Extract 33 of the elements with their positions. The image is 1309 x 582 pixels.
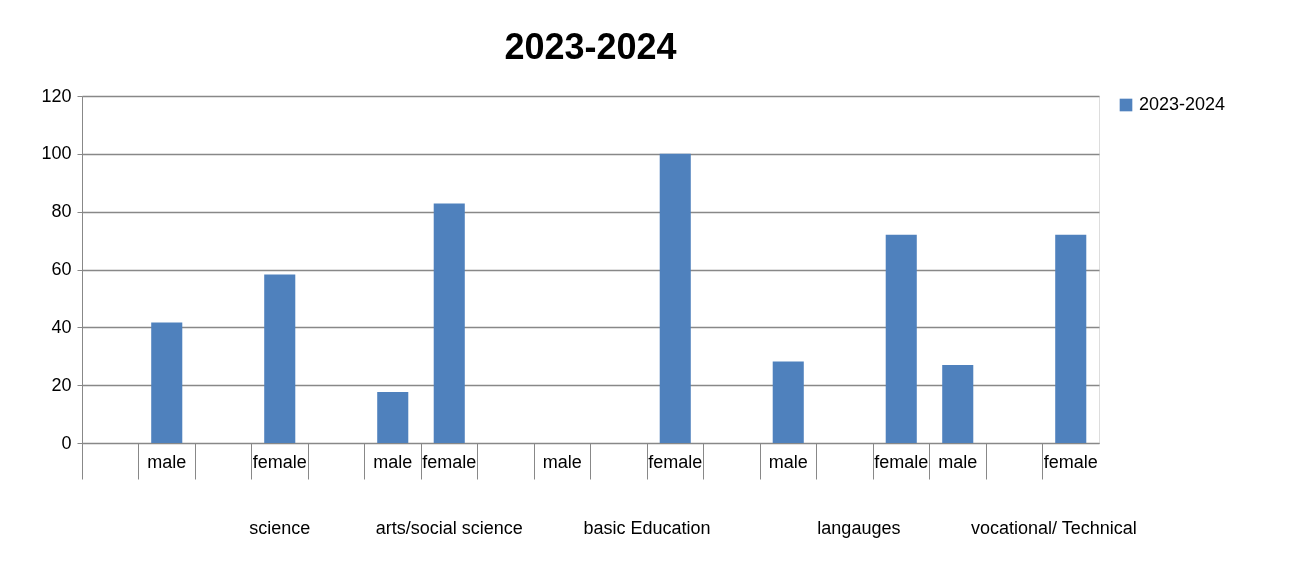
y-tick-label: 0: [61, 432, 72, 453]
y-tick-label: 80: [51, 201, 72, 222]
text: arts/social science: [375, 518, 523, 538]
bar: [942, 364, 974, 443]
y-tick-label: 40: [51, 316, 72, 337]
x-tick-label: female: [648, 451, 703, 472]
bar: [1055, 234, 1087, 443]
bar: [885, 234, 917, 443]
text: science: [249, 518, 311, 538]
text: vocational/ Technical: [970, 518, 1137, 538]
bar: [772, 361, 804, 443]
y-tick-label: 60: [51, 259, 72, 279]
bar: [659, 153, 691, 443]
text: basic Education: [583, 518, 711, 538]
x-tick-label: female: [252, 451, 307, 472]
x-tick-label: male: [542, 451, 582, 472]
bar: [151, 322, 183, 443]
x-tick-label: male: [147, 451, 187, 472]
bar: [433, 203, 465, 443]
x-tick-label: female: [1043, 451, 1098, 472]
x-tick-label: female: [422, 451, 477, 472]
y-tick-label: 120: [41, 85, 72, 106]
text: langauges: [817, 518, 901, 538]
bar: [377, 392, 409, 443]
legend-label: 2023-2024: [1139, 94, 1226, 114]
x-tick-label: male: [768, 451, 808, 472]
x-tick-label: male: [938, 451, 978, 472]
bar: [264, 274, 296, 443]
chart-title: 2023-2024: [504, 26, 677, 67]
y-tick-label: 100: [41, 143, 72, 164]
x-tick-label: female: [874, 451, 929, 472]
y-tick-label: 20: [51, 374, 72, 395]
x-tick-label: male: [373, 451, 413, 472]
